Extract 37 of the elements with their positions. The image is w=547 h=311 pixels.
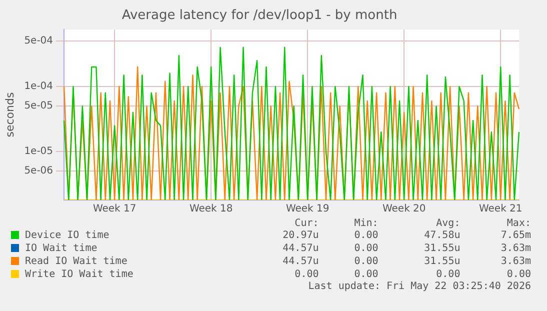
legend-label: IO Wait time	[24, 242, 98, 255]
x-tick-label: Week 17	[92, 204, 136, 215]
text: 44.57u	[282, 255, 320, 268]
x-tick-label: Week 21	[478, 204, 522, 215]
text: 0.00	[353, 242, 380, 255]
y-tick-label: 1e-04	[24, 81, 54, 92]
y-tick-label: 1e-05	[24, 146, 54, 158]
text: 0.00	[353, 229, 380, 242]
text: 44.57u	[282, 242, 320, 255]
text: 0.00	[353, 268, 380, 281]
text: Min:	[353, 218, 380, 229]
text: Avg:	[435, 218, 462, 229]
text: 20.97u	[282, 229, 320, 242]
legend-label: Read IO Wait time	[24, 255, 128, 268]
y-tick-label: 5e-04	[24, 36, 54, 47]
y-tick-label: 5e-05	[24, 100, 54, 112]
text: 7.65m	[500, 229, 532, 242]
x-tick-label: Week 18	[189, 204, 233, 215]
chart-title: Average latency for /dev/loop1 - by month	[122, 8, 398, 24]
text: 47.58u	[423, 229, 462, 242]
text: Cur:	[294, 218, 320, 229]
x-tick-label: Week 20	[382, 204, 426, 215]
text: 31.55u	[423, 255, 462, 268]
text: 0.00	[353, 255, 380, 268]
text: 3.63m	[500, 242, 532, 255]
text: Last update: Fri May 22 03:25:40 2026	[307, 281, 532, 292]
text: 31.55u	[423, 242, 462, 255]
legend-label: Write IO Wait time	[24, 268, 134, 281]
y-tick-label: 5e-06	[24, 166, 54, 177]
x-tick-label: Week 19	[286, 204, 330, 215]
text: 3.63m	[500, 255, 532, 268]
legend-label: Device IO time	[24, 229, 110, 242]
text: Max:	[506, 218, 532, 229]
text: 0.00	[506, 268, 532, 281]
y-axis-title: seconds	[3, 92, 16, 138]
text: 0.00	[435, 268, 462, 281]
text: 0.00	[294, 268, 320, 281]
